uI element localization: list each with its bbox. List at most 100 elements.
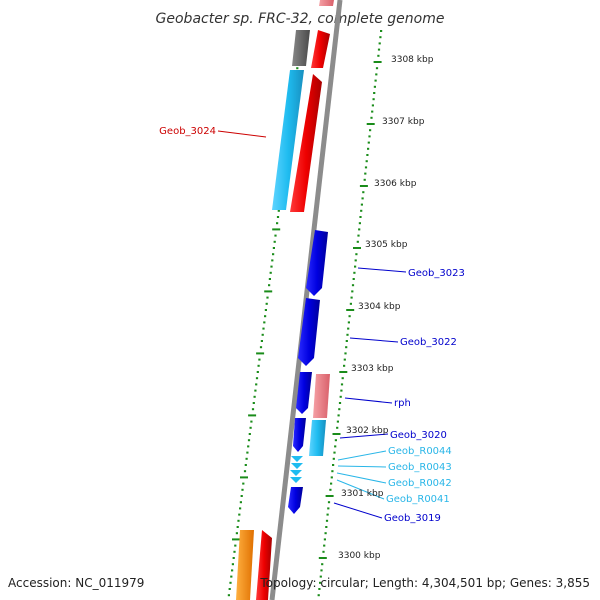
minor-tick	[336, 426, 339, 429]
scale-label: 3302 kbp	[346, 426, 389, 436]
minor-tick	[368, 135, 371, 138]
minor-tick	[227, 594, 230, 597]
minor-tick	[252, 402, 255, 404]
scale-label: 3300 kbp	[338, 551, 381, 561]
features	[236, 0, 334, 600]
minor-tick	[360, 203, 363, 206]
major-tick	[366, 123, 375, 125]
minor-tick	[354, 265, 357, 268]
minor-tick	[364, 166, 368, 169]
minor-tick	[256, 371, 259, 373]
minor-tick	[249, 426, 252, 429]
scale-label: 3307 kbp	[382, 117, 425, 127]
leader-line	[344, 397, 393, 404]
major-tick	[256, 352, 265, 355]
gene-labels: Geob_3024 Geob_3023 Geob_3022 rph Geob_3…	[159, 126, 465, 524]
minor-tick	[358, 222, 361, 225]
minor-tick	[263, 321, 266, 324]
gene-label-geob-r0044[interactable]: Geob_R0044	[388, 446, 452, 457]
minor-tick	[372, 98, 375, 101]
minor-tick	[231, 563, 234, 566]
major-tick	[339, 371, 348, 373]
minor-tick	[228, 588, 231, 590]
major-tick	[346, 309, 355, 311]
minor-tick	[373, 92, 376, 94]
minor-tick	[341, 377, 344, 380]
minor-tick	[357, 234, 360, 237]
minor-tick	[233, 550, 236, 553]
minor-tick	[268, 278, 271, 280]
red-feature-3024	[290, 74, 322, 212]
leader-line	[336, 472, 387, 484]
major-tick	[325, 495, 334, 497]
major-tick	[272, 228, 281, 231]
rna-chevron-r0041	[290, 477, 302, 483]
minor-tick	[356, 240, 359, 243]
leader-line	[336, 479, 385, 500]
minor-tick	[277, 209, 280, 212]
accession-text: Accession: NC_011979	[8, 576, 144, 590]
minor-tick	[359, 216, 362, 218]
gene-label-rph[interactable]: rph	[394, 398, 411, 409]
minor-tick	[338, 408, 341, 411]
leader-line	[339, 433, 389, 439]
minor-tick	[270, 265, 273, 268]
gene-label-geob-3019[interactable]: Geob_3019	[384, 513, 441, 524]
minor-tick	[296, 67, 299, 70]
minor-tick	[370, 116, 373, 119]
red-feature-bottom	[256, 530, 272, 600]
minor-tick	[351, 290, 354, 293]
map-title: Geobacter sp. FRC-32, complete genome	[156, 11, 445, 27]
gene-label-geob-3020[interactable]: Geob_3020	[390, 430, 447, 441]
minor-tick	[262, 327, 265, 330]
minor-tick	[331, 470, 334, 473]
minor-tick	[327, 501, 331, 504]
scale-label: 3303 kbp	[351, 364, 394, 374]
scale-label: 3305 kbp	[365, 240, 408, 250]
minor-tick	[239, 507, 242, 510]
major-tick	[373, 61, 382, 63]
minor-tick	[352, 278, 355, 280]
major-tick	[264, 290, 273, 293]
minor-tick	[380, 30, 383, 32]
minor-tick	[251, 408, 255, 411]
minor-tick	[238, 513, 241, 516]
minor-tick	[244, 464, 247, 466]
minor-tick	[358, 228, 361, 231]
minor-tick	[272, 253, 275, 256]
minor-tick	[360, 209, 363, 212]
minor-tick	[271, 259, 274, 262]
blue-feature-3020	[293, 418, 306, 452]
gene-label-geob-3022[interactable]: Geob_3022	[400, 337, 457, 348]
gene-label-geob-r0043[interactable]: Geob_R0043	[388, 462, 452, 473]
major-tick	[232, 538, 240, 541]
minor-tick	[379, 36, 382, 39]
gene-label-geob-3023[interactable]: Geob_3023	[408, 268, 465, 279]
minor-tick	[354, 259, 357, 262]
minor-tick	[242, 482, 245, 485]
minor-tick	[332, 464, 335, 466]
gene-label-geob-r0041[interactable]: Geob_R0041	[386, 494, 450, 505]
minor-tick	[259, 346, 263, 349]
gene-label-geob-3024[interactable]: Geob_3024	[159, 126, 216, 137]
minor-tick	[231, 569, 234, 572]
minor-tick	[269, 271, 272, 274]
gray-feature	[292, 30, 310, 66]
minor-tick	[364, 172, 367, 175]
minor-tick	[272, 247, 275, 249]
minor-tick	[329, 488, 332, 491]
gene-label-geob-r0042[interactable]: Geob_R0042	[388, 478, 452, 489]
major-tick	[248, 414, 257, 417]
minor-tick	[344, 352, 347, 355]
minor-tick	[323, 538, 326, 541]
minor-tick	[366, 154, 369, 156]
genome-summary-text: Topology: circular; Length: 4,304,501 bp…	[259, 576, 590, 590]
minor-tick	[245, 457, 248, 460]
minor-tick	[343, 358, 346, 361]
minor-tick	[327, 507, 330, 510]
minor-tick	[266, 296, 269, 299]
minor-tick	[367, 147, 370, 150]
minor-tick	[260, 340, 263, 342]
minor-tick	[338, 402, 342, 404]
